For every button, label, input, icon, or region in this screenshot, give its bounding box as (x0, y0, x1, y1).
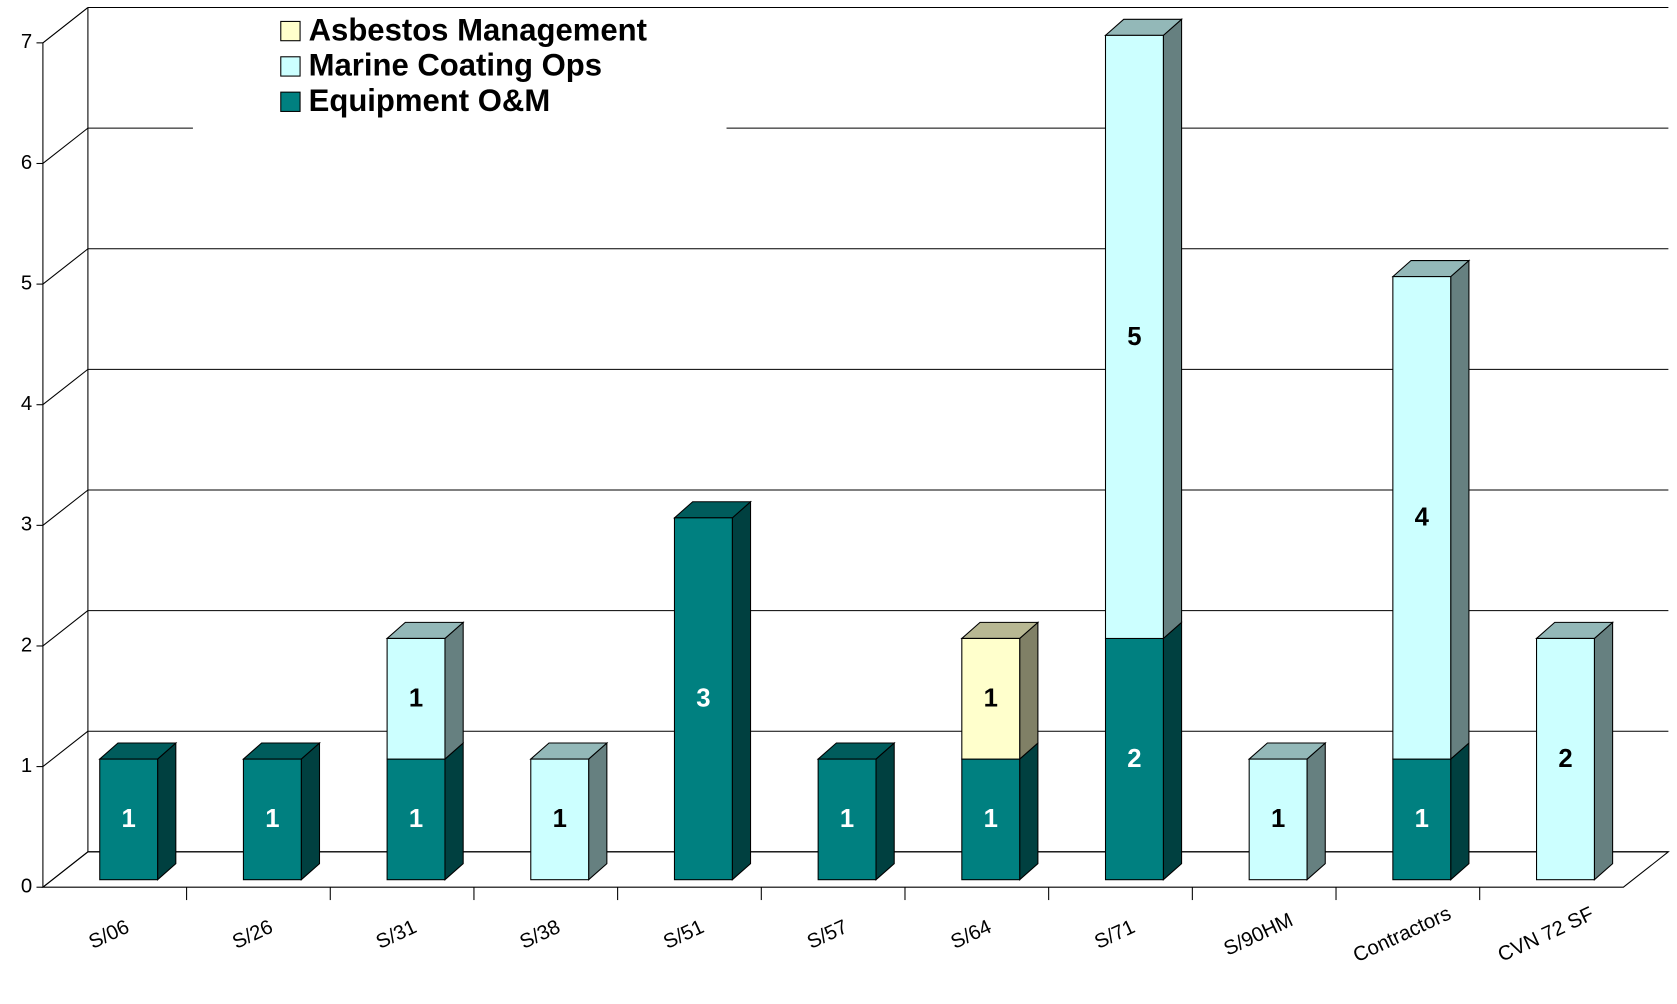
data-label: 1 (265, 805, 279, 833)
bar-front (673, 517, 733, 881)
bar-side (1019, 741, 1039, 881)
grid-line-side (42, 127, 89, 164)
bar-front (1536, 637, 1595, 881)
bar-segment (98, 741, 178, 881)
bar-side (875, 741, 895, 881)
data-label: 5 (1127, 323, 1141, 351)
bar-segment (960, 621, 1040, 761)
x-tick-label: S/26 (229, 916, 276, 954)
bar-side (1593, 621, 1614, 881)
bar-front (1104, 637, 1164, 881)
bar-front (1392, 276, 1452, 760)
x-tick-label: CVN 72 SF (1495, 903, 1598, 966)
grid-line-side (42, 489, 89, 526)
bar-front (99, 758, 159, 881)
x-tick-label: S/57 (804, 916, 851, 954)
legend-label: Asbestos Management (309, 12, 647, 47)
x-tick-label: Contractors (1350, 903, 1455, 967)
bar-side (1019, 621, 1039, 761)
x-tick-label: S/51 (660, 916, 707, 954)
bar-side (157, 741, 177, 881)
y-tick-label: 1 (21, 755, 32, 777)
grid-line-side (42, 851, 89, 888)
bar-segment (1391, 259, 1471, 761)
data-label: 1 (984, 685, 998, 713)
grid-line-side (42, 248, 89, 285)
y-tick-label: 7 (21, 31, 32, 53)
bar-segment (1392, 741, 1470, 881)
x-tick-label: S/31 (373, 916, 420, 954)
bar-segment (673, 500, 752, 881)
data-label: 1 (553, 805, 567, 833)
bar-front (386, 637, 446, 760)
bar-side (1306, 741, 1326, 881)
bar-segment (529, 741, 609, 881)
data-label: 1 (409, 685, 423, 713)
bar-segment (1535, 621, 1615, 881)
bar-front (817, 758, 877, 881)
bar-side (444, 741, 464, 881)
data-label: 3 (696, 685, 710, 713)
y-tick-label: 0 (21, 876, 32, 898)
data-label: 2 (1127, 745, 1141, 773)
bar-side (1450, 259, 1470, 761)
data-label: 2 (1558, 745, 1572, 773)
bar-side (731, 500, 752, 881)
y-tick-label: 5 (21, 272, 32, 294)
bar-side (444, 621, 464, 761)
x-tick-label: S/71 (1091, 916, 1138, 954)
bar-front (242, 758, 302, 881)
bar-segment (1104, 18, 1183, 640)
bar-front (386, 758, 446, 881)
bar-segment (961, 741, 1039, 881)
bar-side (1450, 741, 1470, 881)
bar-segment (386, 741, 464, 881)
data-label: 4 (1415, 504, 1430, 532)
legend-swatch (280, 56, 301, 77)
bar-front (1104, 34, 1164, 639)
legend-swatch (280, 91, 301, 112)
x-tick-label: S/64 (948, 916, 995, 954)
bar-front (1392, 758, 1452, 881)
data-label: 1 (984, 805, 998, 833)
data-label: 1 (840, 805, 854, 833)
bar-segment (385, 621, 465, 761)
x-tick-label: S/06 (86, 916, 133, 954)
bar-front (530, 758, 590, 881)
bar-side (1162, 18, 1183, 640)
bar-side (1162, 621, 1183, 881)
y-tick-label: 4 (21, 393, 32, 415)
y-tick-label: 6 (21, 152, 32, 174)
bar-segment (816, 741, 896, 881)
x-tick-label: S/38 (517, 916, 564, 954)
legend-swatch (280, 20, 301, 42)
bar-side (300, 741, 321, 881)
data-label: 1 (409, 805, 423, 833)
grid-line-side (42, 610, 89, 647)
data-label: 1 (1415, 805, 1429, 833)
bar-front (961, 758, 1021, 881)
grid-line-side (42, 7, 89, 44)
legend-label: Marine Coating Ops (309, 48, 602, 83)
data-label: 1 (1271, 805, 1285, 833)
bar-segment (1247, 741, 1327, 881)
bar-segment (1104, 621, 1183, 881)
bar-side (588, 741, 608, 881)
data-label: 1 (122, 805, 136, 833)
y-tick-label: 3 (21, 514, 32, 536)
grid-line-side (42, 368, 89, 406)
legend-label: Equipment O&M (309, 83, 551, 118)
bar-front (961, 637, 1021, 760)
grid-line-side (42, 730, 89, 768)
y-tick-label: 2 (21, 634, 32, 656)
bar-front (1248, 758, 1308, 881)
bar-segment (242, 741, 321, 881)
x-tick-label: S/90HM (1221, 909, 1297, 960)
